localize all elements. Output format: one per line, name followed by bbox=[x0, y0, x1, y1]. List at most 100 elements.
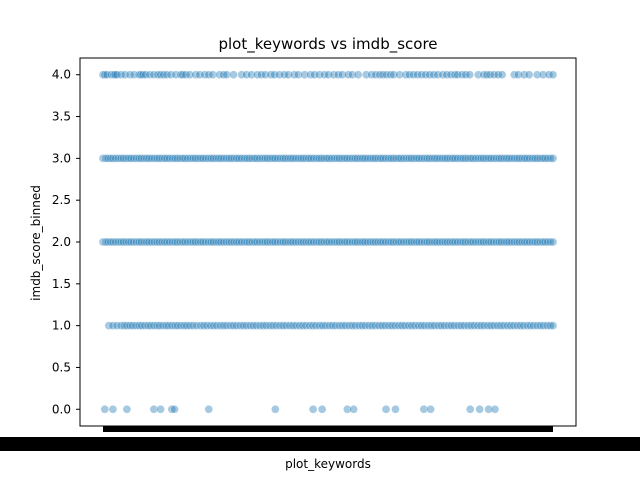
data-point bbox=[239, 321, 248, 330]
data-point bbox=[137, 321, 146, 330]
data-point bbox=[156, 70, 165, 79]
y-tick-label: 0.0 bbox=[52, 402, 71, 416]
data-point bbox=[222, 154, 231, 163]
data-point bbox=[281, 321, 291, 330]
data-point bbox=[417, 321, 426, 330]
data-point bbox=[247, 70, 256, 79]
data-point bbox=[304, 237, 313, 247]
data-point bbox=[510, 154, 519, 163]
data-point bbox=[386, 70, 395, 79]
data-point bbox=[283, 154, 293, 163]
data-point bbox=[232, 321, 241, 330]
data-point bbox=[265, 321, 275, 330]
data-point bbox=[278, 154, 288, 163]
data-point bbox=[340, 154, 349, 163]
data-point bbox=[427, 321, 436, 330]
data-point bbox=[258, 237, 267, 247]
data-point bbox=[330, 154, 339, 163]
data-point bbox=[330, 237, 339, 247]
data-point bbox=[300, 70, 309, 79]
data-point bbox=[458, 237, 468, 247]
data-point bbox=[445, 154, 455, 163]
data-point bbox=[348, 154, 357, 163]
data-point bbox=[450, 321, 459, 330]
data-point bbox=[268, 321, 278, 330]
data-point bbox=[440, 237, 450, 247]
data-point bbox=[156, 405, 165, 414]
data-point bbox=[426, 405, 435, 414]
data-point bbox=[395, 70, 404, 79]
data-point bbox=[438, 154, 447, 163]
data-point bbox=[237, 70, 246, 79]
y-tick-label: 3.5 bbox=[52, 110, 71, 124]
data-point bbox=[178, 154, 187, 163]
data-point bbox=[338, 321, 347, 330]
data-point bbox=[378, 70, 388, 79]
data-point bbox=[496, 321, 506, 330]
data-point bbox=[447, 321, 456, 330]
data-point bbox=[315, 70, 324, 79]
data-point bbox=[229, 237, 239, 247]
data-point bbox=[103, 237, 113, 247]
data-point bbox=[450, 70, 460, 79]
data-point bbox=[222, 321, 231, 330]
data-point bbox=[484, 154, 493, 163]
data-point bbox=[188, 237, 198, 247]
data-point bbox=[175, 237, 185, 247]
data-point bbox=[121, 237, 131, 247]
data-point bbox=[214, 154, 223, 163]
data-point bbox=[389, 70, 398, 79]
data-point bbox=[171, 70, 181, 79]
data-point bbox=[199, 321, 209, 330]
data-point bbox=[520, 154, 529, 163]
data-point bbox=[295, 321, 304, 330]
data-point bbox=[116, 154, 126, 163]
data-point bbox=[516, 321, 525, 330]
data-point bbox=[465, 70, 474, 79]
data-point bbox=[106, 154, 115, 163]
data-point bbox=[271, 405, 280, 414]
data-point bbox=[526, 321, 535, 330]
data-point bbox=[124, 237, 133, 247]
y-tick-label: 2.0 bbox=[52, 235, 71, 249]
data-point bbox=[258, 321, 268, 330]
data-point bbox=[351, 321, 360, 330]
data-point bbox=[157, 237, 167, 247]
data-point bbox=[276, 154, 285, 163]
data-point bbox=[391, 154, 401, 163]
data-point bbox=[456, 321, 466, 330]
data-point bbox=[286, 154, 295, 163]
data-point bbox=[108, 405, 118, 414]
data-point bbox=[465, 405, 475, 414]
data-point bbox=[178, 70, 187, 79]
data-point bbox=[443, 321, 453, 330]
data-point bbox=[427, 154, 437, 163]
data-point bbox=[376, 154, 385, 163]
data-point bbox=[391, 237, 401, 247]
data-point bbox=[284, 70, 293, 79]
data-point bbox=[493, 321, 502, 330]
data-point bbox=[502, 237, 511, 247]
data-point bbox=[397, 321, 407, 330]
data-point bbox=[214, 237, 223, 247]
data-point bbox=[412, 237, 421, 247]
y-tick-label: 1.0 bbox=[52, 319, 71, 333]
data-point bbox=[519, 70, 529, 79]
data-point bbox=[475, 405, 484, 414]
data-point bbox=[188, 321, 198, 330]
data-point bbox=[343, 405, 352, 414]
data-point bbox=[114, 154, 123, 163]
data-point bbox=[548, 70, 558, 79]
data-point bbox=[179, 321, 189, 330]
data-point bbox=[420, 237, 429, 247]
data-point bbox=[170, 321, 180, 330]
data-point bbox=[466, 154, 475, 163]
data-point bbox=[250, 154, 259, 163]
data-point bbox=[368, 237, 378, 247]
data-point bbox=[170, 405, 179, 414]
data-point bbox=[168, 237, 177, 247]
data-point bbox=[384, 237, 393, 247]
data-point bbox=[427, 237, 437, 247]
data-point bbox=[308, 321, 317, 330]
data-point bbox=[433, 70, 443, 79]
